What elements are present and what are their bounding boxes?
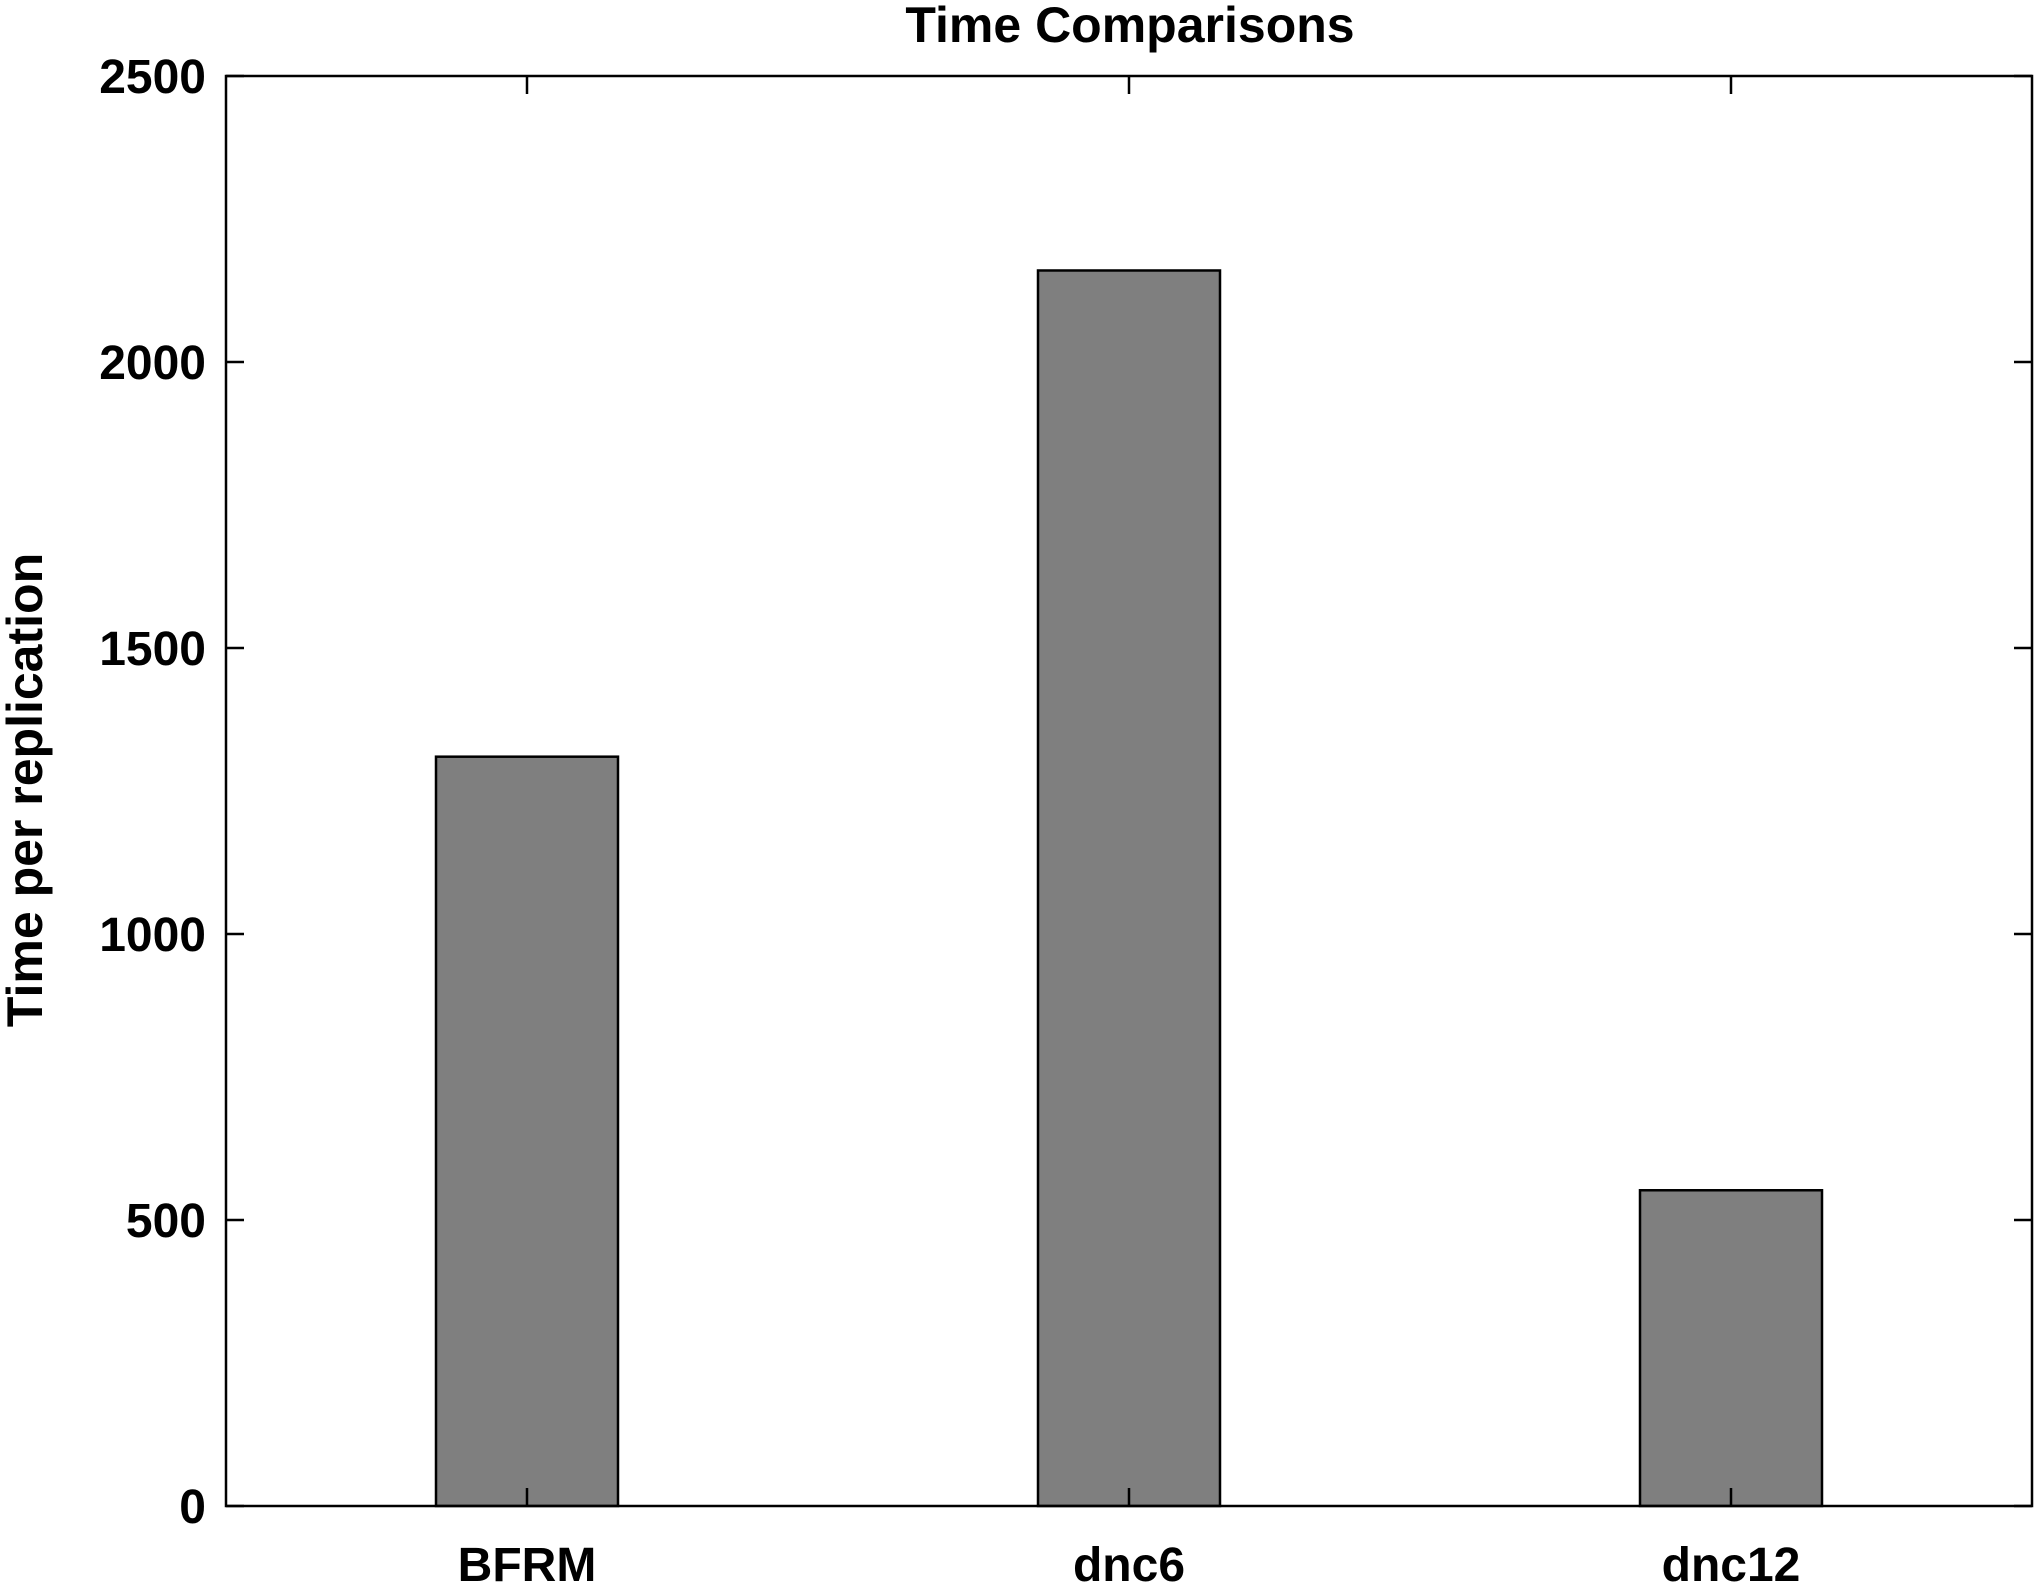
ticks-group: 0 500 1000 1500 2000 2500 BFRM dnc6 dnc12 — [99, 51, 2032, 1588]
x-tick-label-dnc12: dnc12 — [1662, 1539, 1801, 1588]
bar-bfrm — [434, 755, 620, 1508]
y-tick-label: 1000 — [99, 909, 206, 962]
x-tick-label-bfrm: BFRM — [458, 1539, 597, 1588]
y-tick-label: 1500 — [99, 623, 206, 676]
y-tick-label: 500 — [126, 1195, 206, 1248]
y-axis-label: Time per replication — [0, 553, 53, 1027]
y-tick-label: 2000 — [99, 337, 206, 390]
chart-title: Time Comparisons — [905, 0, 1354, 53]
bar-dnc12 — [1638, 1189, 1824, 1508]
bars-group — [434, 269, 1824, 1508]
y-tick-label: 0 — [179, 1481, 206, 1534]
y-tick-label: 2500 — [99, 51, 206, 104]
x-tick-label-dnc6: dnc6 — [1073, 1539, 1185, 1588]
bar-dnc6 — [1036, 269, 1222, 1508]
